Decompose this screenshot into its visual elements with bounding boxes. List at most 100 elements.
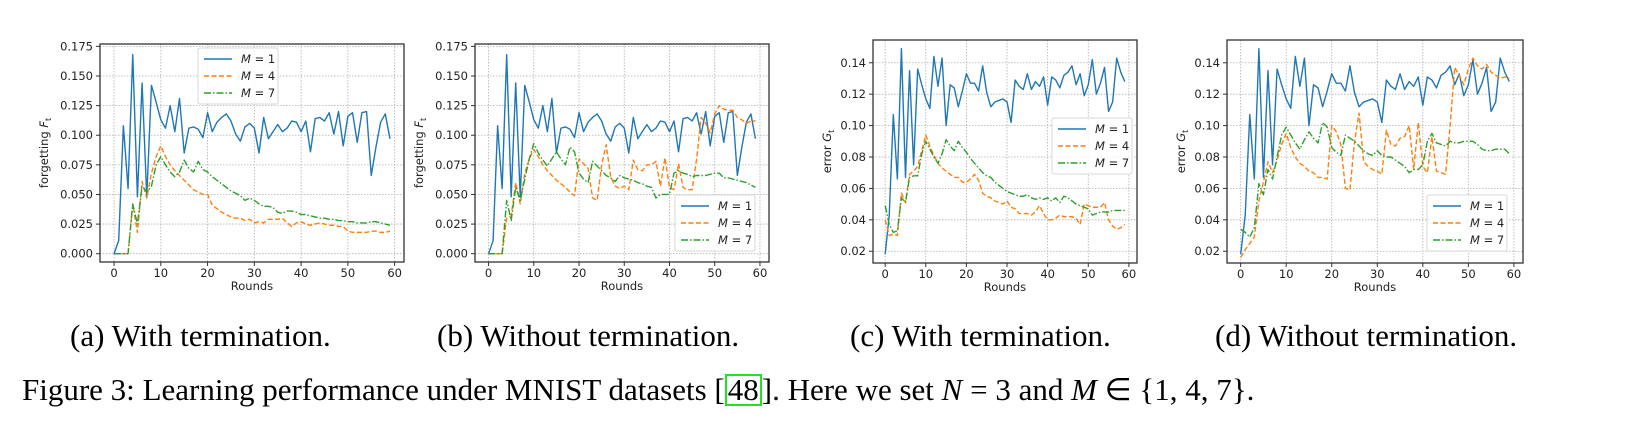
x-tick-label: 20	[572, 266, 587, 280]
legend-box	[197, 47, 279, 105]
legend-label: M = 7	[1470, 233, 1504, 247]
y-tick-label: 0.000	[60, 247, 93, 261]
series-line-m1	[1239, 47, 1510, 255]
y-tick-label: 0.100	[60, 128, 93, 142]
series-line-m7	[1240, 121, 1510, 238]
series-line-m4	[114, 145, 391, 255]
x-tick-label: 0	[882, 267, 889, 281]
x-tick-label: 0	[1237, 267, 1244, 281]
subcaption-label: (d)	[1215, 318, 1252, 353]
x-tick-label: 50	[1081, 267, 1096, 281]
x-tick-label: 40	[662, 266, 677, 280]
x-tick-label: 20	[1324, 267, 1339, 281]
x-tick-label: 30	[617, 266, 632, 280]
figure-caption: Figure 3: Learning performance under MNI…	[22, 372, 1254, 408]
legend: M = 1 M = 4 M = 7	[197, 47, 279, 105]
subcaption-text: Without termination.	[1258, 318, 1518, 353]
y-tick-label: 0.10	[1194, 119, 1220, 133]
subcaption-label: (c)	[850, 318, 885, 353]
legend-label: M = 7	[1095, 156, 1129, 170]
x-tick-label: 20	[200, 266, 215, 280]
x-tick-label: 60	[1507, 267, 1522, 281]
caption-text: Learning performance under MNIST dataset…	[142, 372, 725, 407]
legend-box	[674, 194, 756, 252]
subcaption-d: (d) Without termination.	[1215, 318, 1517, 354]
x-tick-label: 30	[1370, 267, 1385, 281]
legend-label: M = 4	[718, 216, 752, 230]
x-tick-label: 60	[387, 266, 402, 280]
citation-link[interactable]: 48	[724, 374, 762, 406]
legend: M = 1 M = 4 M = 7	[674, 194, 756, 252]
caption-after-cite: ]. Here we set	[761, 372, 942, 407]
subcaption-b: (b) Without termination.	[437, 318, 739, 354]
subcaption-label: (a)	[70, 318, 105, 353]
series-line-m7	[884, 139, 1125, 234]
caption-prefix: Figure 3:	[22, 372, 135, 407]
y-tick-label: 0.08	[1194, 150, 1220, 164]
legend-label: M = 4	[241, 69, 275, 83]
legend-label: M = 7	[718, 233, 752, 247]
legend: M = 1 M = 4 M = 7	[1426, 194, 1508, 252]
y-tick-label: 0.075	[435, 158, 468, 172]
y-axis-label: forgetting Ft	[37, 118, 53, 188]
x-tick-label: 50	[1461, 267, 1476, 281]
x-tick-label: 40	[1415, 267, 1430, 281]
y-tick-label: 0.12	[840, 87, 866, 101]
y-tick-label: 0.04	[1194, 213, 1220, 227]
legend-label: M = 1	[718, 199, 752, 213]
chart-panel-c: 0 10 20 30 40 50 60 0.02 0.04 0.06 0.08 0.10 0.12 0.1…	[820, 39, 1138, 294]
x-tick-label: 0	[110, 266, 117, 280]
legend-label: M = 1	[1095, 122, 1129, 136]
y-tick-label: 0.000	[435, 247, 468, 261]
y-tick-label: 0.100	[435, 128, 468, 142]
x-tick-label: 50	[341, 266, 356, 280]
y-tick-label: 0.175	[435, 39, 468, 53]
caption-var-m: M	[1071, 372, 1097, 407]
y-tick-label: 0.14	[1194, 56, 1220, 70]
subcaption-a: (a) With termination.	[70, 318, 331, 354]
y-tick-label: 0.075	[60, 158, 93, 172]
x-tick-label: 20	[959, 267, 974, 281]
x-tick-label: 30	[1000, 267, 1015, 281]
x-tick-label: 10	[153, 266, 168, 280]
x-tick-label: 10	[526, 266, 541, 280]
y-tick-label: 0.04	[840, 213, 866, 227]
series-line-m1	[487, 53, 757, 254]
axes-frame	[872, 39, 1138, 264]
x-tick-label: 60	[1122, 267, 1137, 281]
x-tick-label: 30	[247, 266, 262, 280]
series-line-m1	[884, 47, 1126, 255]
subcaption-text: With termination.	[111, 318, 331, 353]
subcaption-label: (b)	[437, 318, 474, 353]
series-line-m4	[884, 134, 1126, 237]
x-tick-label: 40	[1040, 267, 1055, 281]
x-tick-label: 50	[707, 266, 722, 280]
axes-frame	[474, 43, 770, 263]
y-axis-label: error Gt	[820, 130, 836, 174]
legend-box	[1051, 117, 1133, 175]
y-tick-label: 0.02	[840, 244, 866, 258]
y-axis-label: error Gt	[1174, 130, 1190, 174]
y-tick-label: 0.14	[840, 56, 866, 70]
y-tick-label: 0.12	[1194, 87, 1220, 101]
y-tick-label: 0.050	[435, 187, 468, 201]
figure-panels: 0 10 20 30 40 50 600.0000.0250.0500.0750.1000.…	[37, 39, 1524, 294]
axes-frame	[1226, 39, 1524, 264]
caption-var-n: N	[941, 372, 963, 407]
subcaption-text: Without termination.	[480, 318, 740, 353]
subcaption-c: (c) With termination.	[850, 318, 1111, 354]
y-axis-label: forgetting Ft	[412, 118, 428, 188]
legend-label: M = 1	[1470, 199, 1504, 213]
y-tick-label: 0.10	[840, 119, 866, 133]
y-tick-label: 0.08	[840, 150, 866, 164]
caption-eq: = 3 and	[962, 372, 1072, 407]
series-line-m7	[114, 155, 391, 255]
series-line-m4	[488, 104, 756, 255]
caption-set: ∈ {1, 4, 7}.	[1096, 372, 1255, 407]
y-tick-label: 0.02	[1194, 244, 1220, 258]
x-tick-label: 60	[753, 266, 768, 280]
x-tick-label: 10	[1279, 267, 1294, 281]
series-line-m7	[488, 142, 756, 255]
x-axis-label: Rounds	[984, 280, 1026, 294]
chart-panel-d: 0 10 20 30 40 50 60 0.02 0.04 0.06 0.08 0.10 0.12 0.1…	[1174, 39, 1524, 294]
